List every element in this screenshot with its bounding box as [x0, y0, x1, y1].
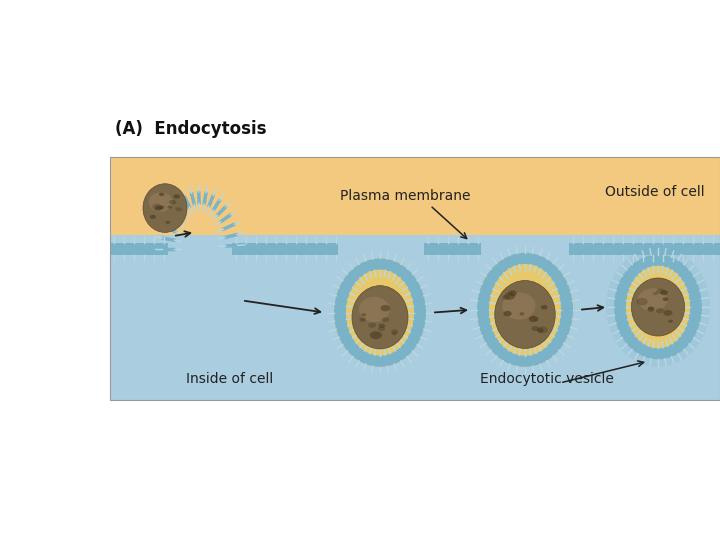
Ellipse shape [391, 329, 398, 334]
Ellipse shape [648, 306, 654, 310]
Ellipse shape [392, 332, 397, 335]
Text: (A)  Endocytosis: (A) Endocytosis [115, 120, 266, 138]
Ellipse shape [352, 286, 408, 349]
Bar [110, 244, 168, 255]
Ellipse shape [150, 215, 156, 219]
Ellipse shape [652, 292, 658, 295]
Ellipse shape [636, 298, 648, 305]
Ellipse shape [495, 281, 555, 348]
Ellipse shape [656, 308, 664, 313]
Ellipse shape [159, 193, 164, 196]
Text: Endocytotic vesicle: Endocytotic vesicle [480, 372, 614, 386]
Ellipse shape [334, 258, 426, 367]
Ellipse shape [359, 318, 366, 322]
Ellipse shape [504, 293, 516, 300]
Bar [110, 157, 720, 400]
Ellipse shape [638, 288, 667, 312]
Ellipse shape [477, 253, 573, 367]
Ellipse shape [503, 293, 536, 320]
Ellipse shape [143, 184, 187, 232]
Text: Figure 6.18  Endocytosis and Exocytosis (A): Figure 6.18 Endocytosis and Exocytosis (… [9, 10, 370, 28]
Ellipse shape [541, 305, 548, 309]
Ellipse shape [174, 194, 180, 199]
Ellipse shape [656, 288, 665, 294]
Ellipse shape [606, 247, 710, 367]
Ellipse shape [378, 327, 385, 331]
Bar [569, 244, 720, 255]
Ellipse shape [631, 278, 685, 336]
Text: Inside of cell: Inside of cell [186, 372, 274, 386]
Ellipse shape [660, 290, 668, 295]
Bar [424, 244, 481, 255]
Ellipse shape [169, 200, 176, 205]
Ellipse shape [519, 312, 524, 315]
Ellipse shape [334, 258, 426, 367]
Ellipse shape [508, 291, 517, 296]
Ellipse shape [489, 264, 561, 356]
Ellipse shape [531, 326, 539, 331]
Ellipse shape [370, 331, 382, 339]
Ellipse shape [503, 311, 512, 316]
Ellipse shape [155, 206, 162, 211]
Ellipse shape [614, 255, 702, 359]
Text: Outside of cell: Outside of cell [606, 185, 705, 199]
Ellipse shape [663, 310, 672, 316]
Ellipse shape [166, 221, 171, 224]
Bar [232, 244, 338, 255]
Ellipse shape [668, 320, 673, 323]
Text: Plasma membrane: Plasma membrane [340, 190, 470, 204]
Ellipse shape [647, 307, 654, 312]
Ellipse shape [176, 207, 182, 212]
Ellipse shape [148, 192, 173, 212]
Ellipse shape [381, 305, 390, 312]
Ellipse shape [379, 323, 385, 328]
Ellipse shape [662, 298, 668, 301]
Bar [110, 157, 720, 263]
Ellipse shape [477, 253, 573, 367]
Ellipse shape [537, 326, 548, 334]
Ellipse shape [158, 206, 164, 210]
Ellipse shape [168, 206, 172, 208]
Ellipse shape [626, 266, 690, 348]
Ellipse shape [152, 204, 161, 210]
Ellipse shape [382, 318, 390, 322]
Bar [110, 235, 720, 400]
Ellipse shape [361, 313, 366, 316]
Ellipse shape [528, 316, 539, 322]
Ellipse shape [368, 322, 376, 328]
Ellipse shape [537, 328, 544, 332]
Ellipse shape [503, 295, 510, 300]
Ellipse shape [346, 269, 414, 356]
Ellipse shape [359, 297, 390, 322]
